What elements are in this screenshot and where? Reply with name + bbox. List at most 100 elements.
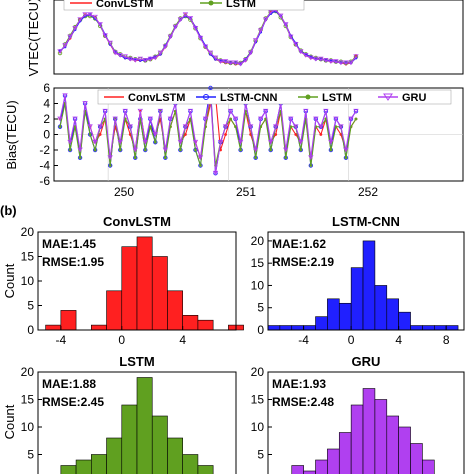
hist3-bar-9 — [386, 415, 399, 474]
hist1-annotation-0: MAE:1.62 — [272, 237, 326, 251]
p2-lines-point-convlstm-8 — [98, 133, 102, 136]
p2-lines-point-gru-50 — [308, 155, 314, 161]
p2-lines-point-gru-52 — [318, 124, 324, 130]
p1-lines-point-gru-34 — [227, 60, 234, 66]
p1-lines-point-gru-31 — [212, 55, 219, 61]
p1-lines-point-gru-59 — [353, 54, 359, 60]
p2-lines-point-lstm-42 — [269, 148, 273, 152]
p2-lines-point-lstm-45 — [284, 156, 288, 160]
hist3-bar-3 — [315, 459, 328, 474]
hist3-bar-7 — [362, 388, 376, 474]
hist2-bar-6 — [136, 377, 153, 474]
hist0-xtick-label-2: 4 — [179, 333, 186, 347]
bias-panel: -6-4 -20 24 6 ConvLSTM LSTM-CNN LSTM GRU Bi… — [4, 81, 464, 199]
p2-lines-point-lstm-19 — [153, 140, 157, 144]
hist2-title: LSTM — [119, 354, 154, 369]
hist2-bar-7 — [151, 415, 168, 474]
hist3-bar-5 — [338, 432, 352, 474]
bias-series-group — [57, 85, 359, 176]
p2-lines-point-gru-58 — [348, 116, 354, 122]
hist1-bar-2 — [291, 325, 304, 331]
p2-lines-point-gru-41 — [262, 108, 269, 114]
p2-lines-point-gru-0 — [57, 116, 63, 122]
hist0-annotation-0: MAE:1.45 — [42, 237, 96, 251]
p2-lines-point-gru-3 — [72, 116, 78, 122]
p1-lines-point-gru-48 — [298, 49, 304, 55]
vtec-legend-convlstm: ConvLSTM — [96, 0, 153, 10]
hist0-bar-7 — [151, 256, 168, 331]
p2-lines-point-gru-53 — [323, 108, 329, 114]
hist1-xtick-label-2: 4 — [395, 333, 402, 347]
hist1-xtick-label-0: -4 — [298, 333, 309, 347]
p2-lines-point-gru-15 — [132, 147, 138, 153]
hist0-ytick-label-0: 0 — [27, 323, 34, 337]
p2-lines-point-gru-9 — [102, 108, 108, 114]
hist2-ytick-label-4: 20 — [21, 365, 35, 379]
bias-legend-lstm-cnn: LSTM-CNN — [220, 92, 277, 104]
p1-lines-point-gru-11 — [112, 50, 118, 56]
p2-lines-point-gru-55 — [333, 116, 339, 122]
p2-lines-point-gru-17 — [142, 139, 148, 145]
p1-lines-point-gru-52 — [318, 56, 324, 62]
hist3-bar-1 — [291, 465, 304, 474]
p2-lines-point-gru-38 — [247, 124, 254, 130]
p2-lines-point-convlstm-43 — [274, 133, 278, 136]
p2-lines-point-gru-21 — [162, 147, 169, 153]
hist0-title: ConvLSTM — [103, 214, 171, 229]
p2-lines-point-gru-59 — [353, 108, 359, 114]
hist1-bar-11 — [398, 311, 411, 331]
legend-marker-lstm — [305, 94, 311, 100]
legend-marker-lstm-vtec — [208, 0, 214, 6]
hist0-bar-4 — [106, 290, 123, 331]
vtec-panel: ConvLSTM LSTM VTEC(TECU) — [26, 0, 464, 76]
p1-lines-point-gru-30 — [207, 50, 214, 56]
p2-lines-point-gru-24 — [177, 139, 184, 145]
vtec-series-group — [57, 7, 359, 67]
hist1-bar-7 — [350, 267, 364, 331]
p2-lines-point-convlstm-47 — [294, 133, 298, 136]
p2-lines-point-gru-22 — [167, 116, 174, 122]
p1-lines-point-gru-18 — [147, 56, 153, 62]
hist1-bar-4 — [315, 316, 328, 331]
hist0-ytick-label-3: 15 — [21, 250, 35, 264]
hist1-ytick-label-2: 10 — [251, 278, 265, 292]
p2-lines-point-lstm-12 — [118, 148, 122, 152]
p1-lines-point-gru-42 — [268, 9, 274, 15]
p2-lines-point-gru-10 — [107, 155, 113, 161]
p2-lines-point-gru-11 — [112, 116, 118, 122]
p2-lines-point-gru-8 — [97, 124, 103, 130]
p1-lines-point-gru-25 — [182, 12, 189, 18]
p1-lines-point-gru-33 — [222, 59, 229, 64]
bias-xtick-250: 250 — [114, 185, 134, 199]
bias-legend: ConvLSTM LSTM-CNN LSTM GRU — [97, 89, 452, 105]
p2-lines-point-gru-49 — [303, 108, 309, 114]
hist2-annotation-0: MAE:1.88 — [42, 377, 96, 391]
hist1-bar-8 — [362, 240, 376, 331]
panel-label-b: (b) — [0, 203, 17, 218]
p1-lines-point-gru-28 — [197, 35, 204, 41]
p2-lines-point-gru-51 — [313, 116, 319, 122]
p1-lines-point-gru-3 — [72, 25, 78, 31]
hist1-bar-14 — [434, 325, 447, 331]
p2-lines-point-gru-40 — [257, 116, 264, 122]
p1-lines-point-gru-6 — [87, 12, 93, 18]
bias-xtick-251: 251 — [236, 185, 256, 199]
bias-ylabel: Bias(TECU) — [4, 100, 19, 169]
p2-lines-point-lstm-21 — [163, 156, 167, 160]
p2-lines-point-gru-25 — [182, 124, 189, 130]
p2-lines-point-gru-48 — [298, 139, 304, 145]
hist2-bar-3 — [91, 454, 107, 474]
p1-lines-point-gru-0 — [57, 49, 63, 55]
hist3-bar-8 — [374, 399, 388, 474]
p1-lines-point-gru-58 — [348, 60, 354, 66]
p2-lines-point-gru-20 — [157, 108, 164, 114]
p1-lines-point-gru-41 — [262, 17, 269, 23]
p2-lines-point-gru-26 — [187, 108, 194, 114]
p2-lines-point-lstm-6 — [88, 133, 92, 136]
p2-lines-point-gru-6 — [87, 124, 93, 130]
p2-lines-point-lstm-28 — [199, 164, 202, 167]
hist1-title: LSTM-CNN — [332, 214, 400, 229]
hist1-ytick-label-3: 15 — [251, 256, 265, 270]
hist0-bar-5 — [121, 246, 138, 331]
p2-lines-point-gru-39 — [252, 147, 259, 153]
